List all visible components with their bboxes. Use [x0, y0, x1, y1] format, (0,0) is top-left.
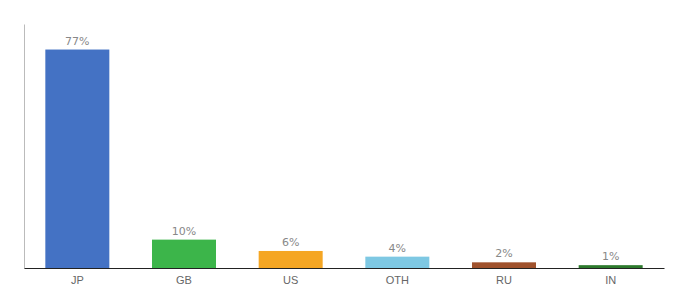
- x-axis-line: [25, 268, 665, 269]
- x-tick-label: IN: [605, 274, 616, 286]
- bar: [152, 240, 216, 268]
- data-label: 77%: [65, 35, 89, 48]
- y-axis: [24, 25, 25, 269]
- bars: [45, 50, 642, 268]
- x-tick-label: JP: [71, 274, 84, 286]
- data-labels: 77% 10% 6% 4% 2% 1%: [65, 35, 619, 264]
- x-tick-label: OTH: [386, 274, 409, 286]
- x-axis: JP GB US OTH RU IN: [25, 269, 665, 286]
- bar: [365, 257, 429, 268]
- bar: [579, 265, 643, 268]
- data-label: 10%: [172, 225, 196, 238]
- data-label: 2%: [495, 247, 512, 260]
- bar: [259, 251, 323, 268]
- x-tick: GB: [176, 274, 192, 286]
- x-tick-label: GB: [176, 274, 192, 286]
- y-axis-line: [24, 25, 25, 269]
- data-label: 4%: [389, 242, 406, 255]
- x-tick: OTH: [386, 274, 409, 286]
- x-tick: RU: [496, 274, 512, 286]
- data-label: 6%: [282, 236, 299, 249]
- bar: [472, 262, 536, 268]
- x-tick: IN: [605, 274, 616, 286]
- x-tick-label: US: [283, 274, 298, 286]
- x-tick: US: [283, 274, 298, 286]
- data-label: 1%: [602, 250, 619, 263]
- chart: JP GB US OTH RU IN 77% 10% 6% 4% 2% 1%: [0, 0, 680, 300]
- x-tick-label: RU: [496, 274, 512, 286]
- plot: JP GB US OTH RU IN 77% 10% 6% 4% 2% 1%: [25, 25, 665, 286]
- bar: [45, 50, 109, 268]
- x-tick: JP: [71, 274, 84, 286]
